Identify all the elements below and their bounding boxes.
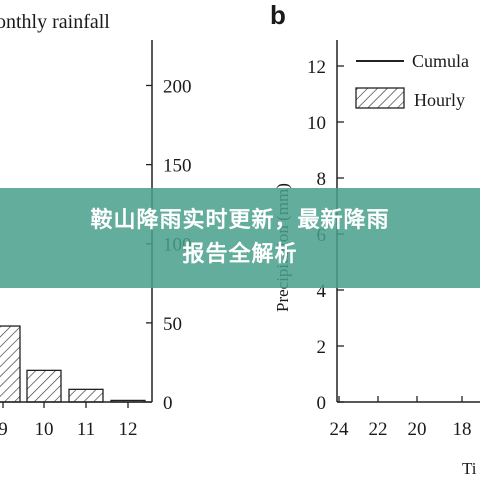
y-tick-label: 8 — [317, 169, 327, 190]
legend-hatch-swatch — [355, 87, 405, 109]
bar-month-9 — [0, 325, 21, 403]
bar-month-10 — [26, 369, 62, 403]
panel-a-bars — [0, 325, 146, 403]
y-tick-label: 50 — [163, 314, 182, 335]
x-tick-label: 11 — [77, 419, 95, 440]
title-banner: 鞍山降雨实时更新，最新降雨 报告全解析 — [0, 188, 480, 288]
y-tick-label: 10 — [307, 113, 326, 134]
panel-b-x-ticks: 24 22 20 18 — [330, 396, 472, 440]
y-tick-label: 0 — [317, 393, 327, 414]
y-tick-label: 200 — [163, 76, 192, 97]
x-tick-label: 22 — [369, 419, 388, 440]
panel-a-title: onthly rainfall — [0, 11, 110, 33]
panel-b-y-ticks: 024681012 — [307, 57, 344, 414]
banner-title-line-1: 鞍山降雨实时更新，最新降雨 — [90, 208, 390, 233]
y-tick-label: 4 — [317, 281, 327, 302]
panel-b-label: b — [270, 0, 286, 30]
bar-month-12 — [110, 399, 146, 403]
panel-a-x-ticks: 9 10 11 12 — [0, 402, 138, 440]
x-tick-label: 20 — [408, 419, 427, 440]
x-tick-label: 12 — [119, 419, 138, 440]
panel-b-x-axis-label: Ti — [462, 459, 477, 478]
x-tick-label: 24 — [330, 419, 350, 440]
y-tick-label: 12 — [307, 57, 326, 78]
legend-item-hourly: Hourly — [414, 90, 465, 110]
x-tick-label: 9 — [0, 419, 8, 440]
y-tick-label: 0 — [163, 393, 173, 414]
banner-title-line-2: 报告全解析 — [182, 242, 298, 267]
bar-month-11 — [68, 388, 104, 403]
y-tick-label: 2 — [317, 337, 327, 358]
y-tick-label: 150 — [163, 156, 192, 177]
panel-b-legend: Cumula Hourly — [355, 51, 469, 110]
legend-item-cumulative: Cumula — [412, 51, 469, 71]
x-tick-label: 10 — [35, 419, 54, 440]
x-tick-label: 18 — [453, 419, 472, 440]
